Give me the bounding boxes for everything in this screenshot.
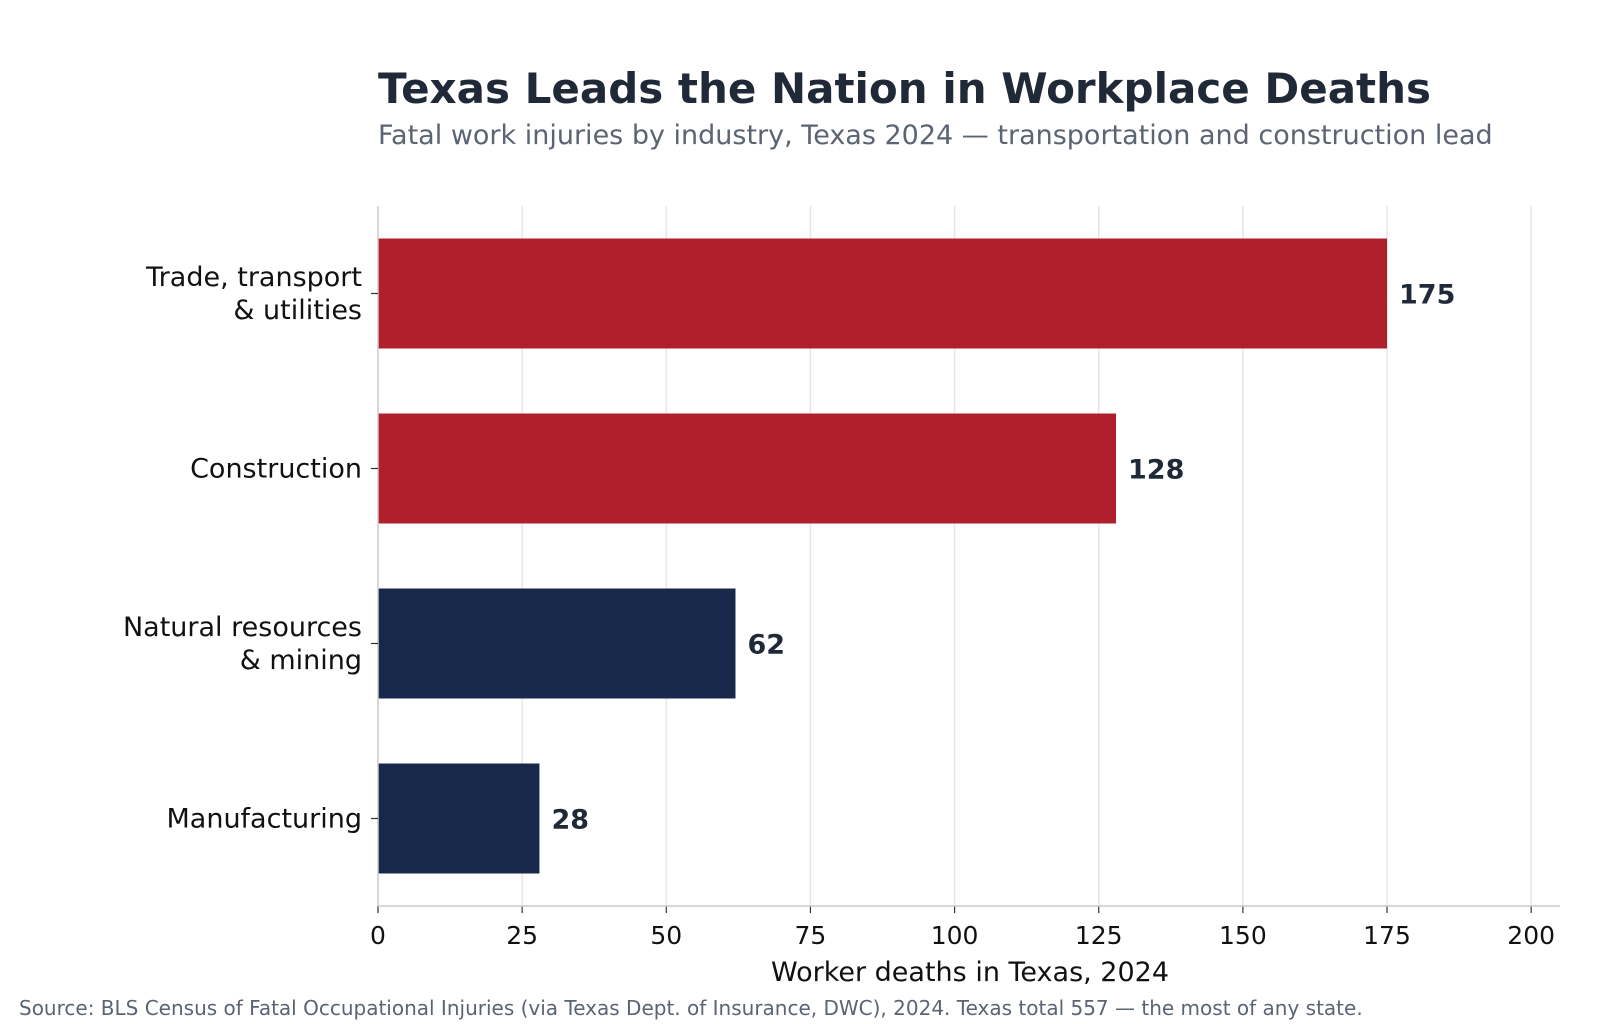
x-tick-label: 100: [931, 921, 979, 950]
bar: [378, 238, 1388, 349]
category-label: Natural resources: [123, 612, 362, 643]
value-label: 28: [551, 805, 589, 836]
labels: 0 25 50 75 100 125 150 175 200 175 Trade, transpor…: [123, 262, 1555, 988]
value-label: 175: [1399, 280, 1455, 311]
x-tick-label: 150: [1219, 921, 1267, 950]
category-label: Trade, transport: [145, 262, 362, 293]
x-axis-title: Worker deaths in Texas, 2024: [771, 957, 1169, 988]
bar: [378, 413, 1117, 524]
x-tick-label: 175: [1363, 921, 1411, 950]
bar: [378, 588, 736, 699]
category-label: Construction: [190, 454, 362, 485]
x-tick-label: 50: [650, 921, 682, 950]
x-tick-label: 75: [795, 921, 827, 950]
source-note: Source: BLS Census of Fatal Occupational…: [19, 996, 1363, 1020]
x-tick-label: 125: [1075, 921, 1123, 950]
chart-subtitle: Fatal work injuries by industry, Texas 2…: [378, 120, 1493, 151]
category-label: & utilities: [233, 295, 362, 326]
x-tick-label: 0: [370, 921, 386, 950]
bars: [378, 238, 1388, 874]
value-label: 128: [1128, 455, 1184, 486]
value-label: 62: [747, 630, 785, 661]
bar: [378, 763, 540, 874]
axes: [371, 206, 1560, 913]
category-label: & mining: [240, 645, 362, 676]
chart-title: Texas Leads the Nation in Workplace Deat…: [378, 64, 1432, 113]
x-tick-label: 200: [1507, 921, 1555, 950]
x-tick-label: 25: [506, 921, 538, 950]
category-label: Manufacturing: [166, 804, 362, 835]
